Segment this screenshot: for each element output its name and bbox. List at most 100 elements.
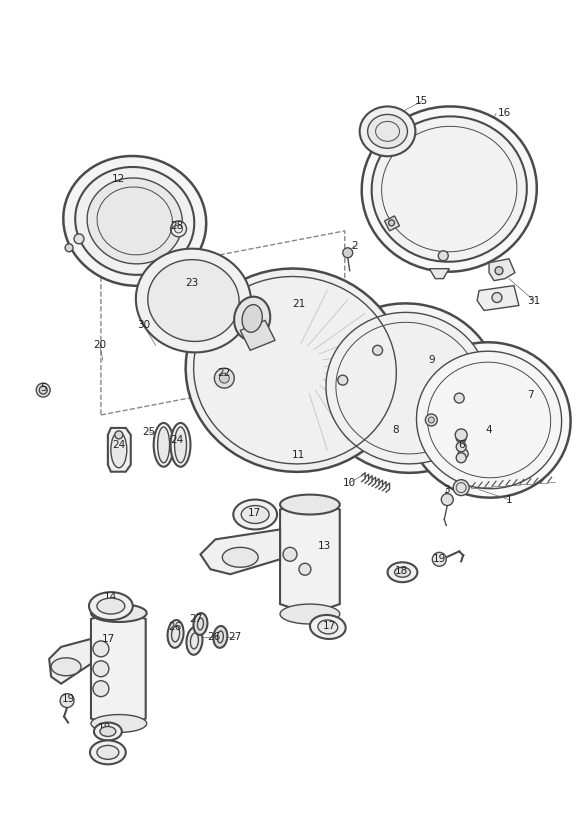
Text: 26: 26 — [168, 622, 181, 632]
Text: 11: 11 — [292, 450, 304, 460]
Text: 4: 4 — [486, 425, 493, 435]
Ellipse shape — [174, 427, 187, 463]
Ellipse shape — [310, 615, 346, 639]
Ellipse shape — [64, 156, 206, 286]
Circle shape — [93, 641, 109, 657]
Circle shape — [441, 494, 453, 506]
Ellipse shape — [167, 620, 184, 648]
Ellipse shape — [233, 499, 277, 530]
Text: 17: 17 — [99, 748, 111, 758]
Circle shape — [433, 552, 446, 566]
Circle shape — [426, 414, 437, 426]
Text: 26: 26 — [208, 632, 221, 642]
Ellipse shape — [94, 723, 122, 741]
Text: 27: 27 — [189, 614, 202, 624]
Polygon shape — [49, 639, 91, 684]
Polygon shape — [240, 321, 275, 350]
Text: 14: 14 — [104, 592, 118, 602]
Circle shape — [429, 417, 434, 423]
Circle shape — [456, 453, 466, 463]
Polygon shape — [477, 286, 519, 311]
Text: 27: 27 — [229, 632, 242, 642]
Ellipse shape — [241, 506, 269, 523]
Polygon shape — [280, 499, 340, 614]
Ellipse shape — [326, 312, 489, 464]
Ellipse shape — [100, 727, 116, 737]
Text: 21: 21 — [292, 298, 305, 308]
Text: 22: 22 — [217, 368, 231, 378]
Ellipse shape — [371, 116, 527, 262]
Ellipse shape — [360, 106, 416, 157]
Ellipse shape — [185, 269, 405, 472]
Polygon shape — [489, 259, 515, 281]
Circle shape — [454, 393, 464, 403]
Text: 3: 3 — [443, 485, 449, 494]
Text: 6: 6 — [458, 440, 465, 450]
Circle shape — [215, 368, 234, 388]
Circle shape — [455, 429, 467, 441]
Ellipse shape — [361, 106, 537, 272]
Circle shape — [492, 293, 502, 302]
Text: 12: 12 — [112, 174, 125, 184]
Polygon shape — [108, 428, 131, 471]
Text: 20: 20 — [93, 340, 107, 350]
Ellipse shape — [97, 598, 125, 614]
Circle shape — [438, 250, 448, 260]
Circle shape — [115, 431, 123, 439]
Text: 1: 1 — [505, 494, 512, 504]
Text: 10: 10 — [343, 478, 356, 488]
Circle shape — [343, 248, 353, 258]
Ellipse shape — [316, 303, 499, 473]
Text: 9: 9 — [428, 355, 435, 365]
Text: 8: 8 — [392, 425, 399, 435]
Ellipse shape — [91, 714, 147, 733]
Text: 18: 18 — [395, 566, 408, 576]
Circle shape — [93, 661, 109, 677]
Ellipse shape — [368, 115, 408, 148]
Ellipse shape — [154, 423, 174, 466]
Text: 7: 7 — [528, 390, 534, 400]
Ellipse shape — [97, 746, 119, 760]
Ellipse shape — [280, 604, 340, 624]
Ellipse shape — [187, 627, 202, 655]
Text: 2: 2 — [352, 241, 358, 250]
Text: 17: 17 — [102, 634, 115, 644]
Ellipse shape — [136, 249, 251, 353]
Text: 5: 5 — [40, 383, 47, 393]
Ellipse shape — [318, 620, 338, 634]
Circle shape — [373, 345, 382, 355]
Ellipse shape — [280, 494, 340, 514]
Ellipse shape — [388, 562, 417, 583]
Circle shape — [93, 681, 109, 696]
Circle shape — [453, 480, 469, 495]
Ellipse shape — [213, 626, 227, 648]
Polygon shape — [429, 269, 449, 279]
Circle shape — [39, 386, 47, 394]
Circle shape — [338, 375, 347, 385]
Ellipse shape — [416, 351, 561, 489]
Circle shape — [65, 244, 73, 252]
Ellipse shape — [408, 342, 571, 498]
Ellipse shape — [89, 592, 133, 620]
Circle shape — [74, 234, 84, 244]
Ellipse shape — [75, 167, 194, 275]
Text: 25: 25 — [142, 427, 155, 437]
Ellipse shape — [234, 297, 271, 340]
Polygon shape — [91, 609, 146, 728]
Text: 28: 28 — [170, 221, 183, 231]
Ellipse shape — [90, 741, 126, 765]
Ellipse shape — [171, 423, 191, 466]
Circle shape — [60, 694, 74, 708]
Text: 30: 30 — [137, 321, 150, 330]
Text: 31: 31 — [527, 296, 540, 306]
Text: 15: 15 — [415, 96, 428, 106]
Circle shape — [458, 449, 468, 459]
Ellipse shape — [111, 432, 127, 468]
Ellipse shape — [147, 260, 239, 341]
Text: 19: 19 — [433, 555, 446, 564]
Circle shape — [456, 433, 466, 442]
Ellipse shape — [157, 427, 170, 463]
Polygon shape — [385, 216, 399, 231]
Text: 17: 17 — [323, 621, 336, 631]
Ellipse shape — [194, 613, 208, 635]
